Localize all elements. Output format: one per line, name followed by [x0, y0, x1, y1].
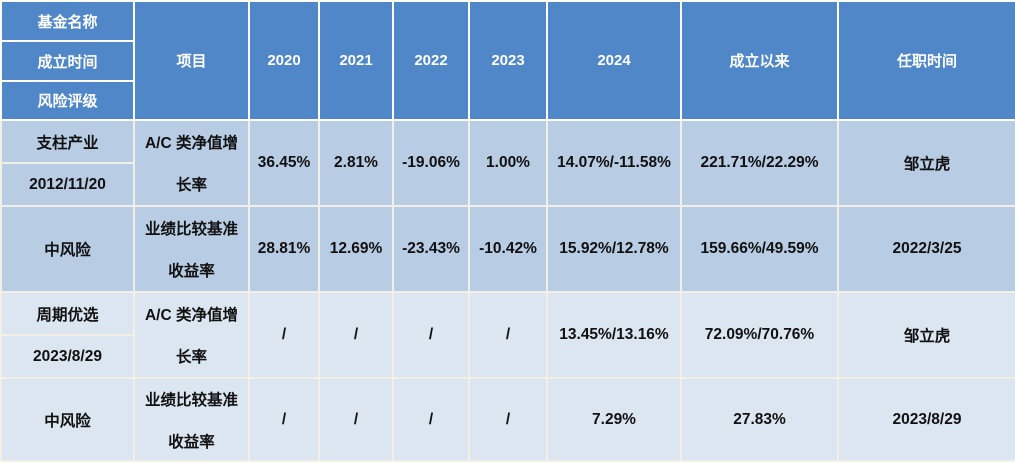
- fund2-item-benchmark-cell: 业绩比较基准 收益率: [133, 377, 250, 462]
- fund1-nav-2020-cell: 36.45%: [248, 119, 320, 207]
- fund2-benchmark-2024-cell: 7.29%: [546, 377, 682, 462]
- fund1-nav-2024-cell: 14.07%/-11.58%: [546, 119, 682, 207]
- fund2-benchmark-2022-cell: /: [392, 377, 470, 462]
- fund1-benchmark-2021-cell: 12.69%: [318, 205, 394, 293]
- fund1-tenure-cell: 2022/3/25: [837, 205, 1015, 293]
- fund2-nav-2020-cell: /: [248, 291, 320, 379]
- fund2-benchmark-since-cell: 27.83%: [680, 377, 839, 462]
- fund1-established-cell: 2012/11/20: [0, 162, 135, 207]
- fund2-nav-2023-cell: /: [468, 291, 548, 379]
- fund2-nav-2021-cell: /: [318, 291, 394, 379]
- fund1-benchmark-2020-cell: 28.81%: [248, 205, 320, 293]
- fund1-nav-2022-cell: -19.06%: [392, 119, 470, 207]
- header-year-2020: 2020: [248, 0, 320, 121]
- item-nav-line1: A/C 类净值增: [144, 135, 238, 152]
- item-nav-line1: A/C 类净值增: [144, 307, 238, 324]
- fund1-nav-2021-cell: 2.81%: [318, 119, 394, 207]
- fund2-risk-cell: 中风险: [0, 377, 135, 462]
- item-benchmark-line1: 业绩比较基准: [144, 391, 238, 409]
- header-fund-name: 基金名称: [0, 0, 135, 42]
- fund1-benchmark-2023-cell: -10.42%: [468, 205, 548, 293]
- item-benchmark-line2: 收益率: [168, 263, 215, 280]
- fund1-manager-cell: 邹立虎: [837, 119, 1015, 207]
- fund1-nav-2023-cell: 1.00%: [468, 119, 548, 207]
- header-tenure: 任职时间: [837, 0, 1015, 121]
- fund2-nav-2022-cell: /: [392, 291, 470, 379]
- header-year-2022: 2022: [392, 0, 470, 121]
- fund1-risk-cell: 中风险: [0, 205, 135, 293]
- header-item: 项目: [133, 0, 250, 121]
- fund2-benchmark-2023-cell: /: [468, 377, 548, 462]
- fund2-benchmark-2020-cell: /: [248, 377, 320, 462]
- fund2-established-cell: 2023/8/29: [0, 334, 135, 379]
- header-year-2023: 2023: [468, 0, 548, 121]
- fund2-name-cell: 周期优选: [0, 291, 135, 336]
- fund2-nav-since-cell: 72.09%/70.76%: [680, 291, 839, 379]
- item-benchmark-line2: 收益率: [168, 433, 215, 451]
- item-nav-line2: 长率: [175, 177, 207, 194]
- fund2-tenure-cell: 2023/8/29: [837, 377, 1015, 462]
- fund1-name-cell: 支柱产业: [0, 119, 135, 164]
- header-established: 成立时间: [0, 40, 135, 82]
- fund1-benchmark-2022-cell: -23.43%: [392, 205, 470, 293]
- fund1-item-benchmark-cell: 业绩比较基准 收益率: [133, 205, 250, 293]
- fund2-manager-cell: 邹立虎: [837, 291, 1015, 379]
- fund1-nav-since-cell: 221.71%/22.29%: [680, 119, 839, 207]
- fund2-benchmark-2021-cell: /: [318, 377, 394, 462]
- fund1-benchmark-2024-cell: 15.92%/12.78%: [546, 205, 682, 293]
- fund1-item-nav-cell: A/C 类净值增 长率: [133, 119, 250, 207]
- fund2-nav-2024-cell: 13.45%/13.16%: [546, 291, 682, 379]
- header-risk-rating: 风险评级: [0, 80, 135, 121]
- item-nav-line2: 长率: [175, 349, 207, 366]
- header-since-inception: 成立以来: [680, 0, 839, 121]
- item-benchmark-line1: 业绩比较基准: [144, 221, 238, 238]
- fund1-benchmark-since-cell: 159.66%/49.59%: [680, 205, 839, 293]
- header-year-2021: 2021: [318, 0, 394, 121]
- header-year-2024: 2024: [546, 0, 682, 121]
- fund2-item-nav-cell: A/C 类净值增 长率: [133, 291, 250, 379]
